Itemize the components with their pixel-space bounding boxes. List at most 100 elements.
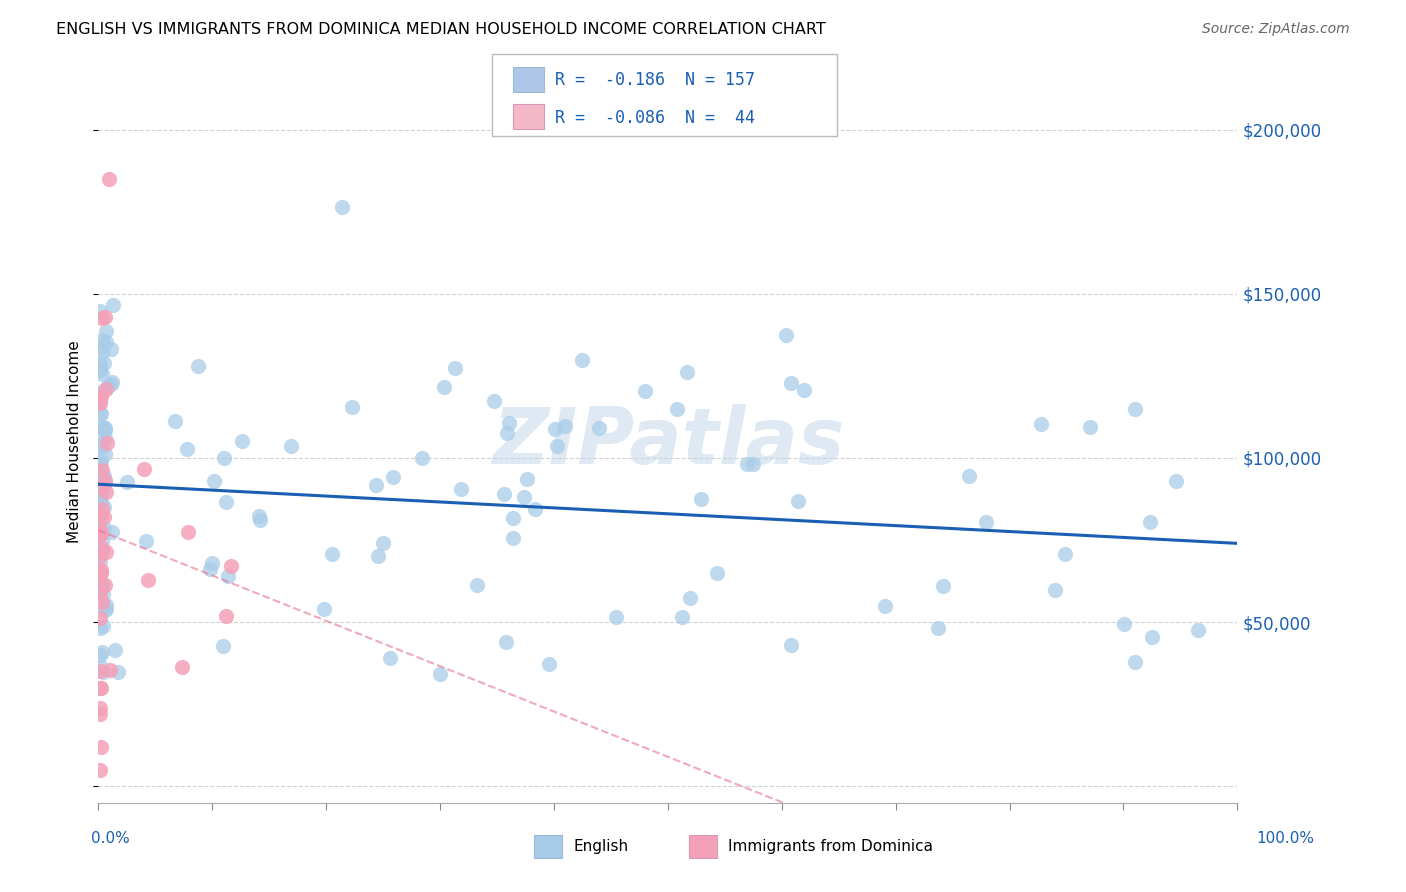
Point — [89, 483, 111, 497]
Point — [90, 526, 112, 541]
Point — [89, 555, 111, 569]
Point — [450, 482, 472, 496]
Point — [249, 513, 271, 527]
Point — [89, 394, 111, 409]
Point — [502, 511, 524, 525]
Point — [571, 352, 593, 367]
Point — [90, 495, 112, 509]
Point — [89, 474, 111, 488]
Point — [1140, 630, 1163, 644]
Point — [367, 549, 389, 563]
Point — [1139, 516, 1161, 530]
Point — [89, 304, 111, 318]
Point — [1112, 617, 1135, 632]
Point — [89, 489, 111, 503]
Point — [89, 524, 111, 538]
Point — [537, 657, 560, 672]
Point — [101, 524, 124, 539]
Point — [665, 402, 688, 417]
Point — [136, 573, 159, 587]
Point — [429, 666, 451, 681]
Point — [100, 663, 122, 677]
Point — [89, 584, 111, 599]
Point — [107, 665, 129, 679]
Point — [90, 681, 112, 696]
Point — [93, 447, 115, 461]
Point — [89, 523, 111, 537]
Point — [187, 359, 209, 374]
Point — [91, 587, 114, 601]
Point — [89, 488, 111, 502]
Point — [101, 375, 124, 389]
Point — [690, 492, 713, 507]
Point — [875, 599, 897, 613]
Point — [554, 418, 576, 433]
Point — [91, 533, 114, 548]
Point — [91, 619, 114, 633]
Text: R =  -0.086  N =  44: R = -0.086 N = 44 — [555, 109, 755, 127]
Point — [321, 547, 343, 561]
Point — [89, 357, 111, 371]
Text: Source: ZipAtlas.com: Source: ZipAtlas.com — [1202, 22, 1350, 37]
Point — [94, 310, 117, 325]
Point — [498, 417, 520, 431]
Point — [1123, 401, 1146, 416]
Point — [172, 660, 194, 674]
Point — [100, 343, 122, 357]
Point — [94, 602, 117, 616]
Point — [90, 480, 112, 494]
Point — [93, 477, 115, 491]
Point — [96, 545, 118, 559]
Point — [96, 436, 118, 450]
Text: 0.0%: 0.0% — [91, 831, 131, 846]
Point — [94, 382, 117, 396]
Point — [90, 311, 112, 326]
Point — [89, 387, 111, 401]
Point — [382, 470, 405, 484]
Point — [94, 421, 117, 435]
Point — [94, 599, 117, 613]
Point — [793, 383, 815, 397]
Point — [90, 660, 112, 674]
Point — [1031, 417, 1053, 432]
Point — [676, 365, 699, 379]
Point — [103, 297, 125, 311]
Point — [90, 483, 112, 498]
Point — [198, 562, 221, 576]
Point — [202, 474, 225, 488]
Point — [779, 376, 801, 390]
Point — [100, 377, 122, 392]
Point — [89, 541, 111, 556]
Point — [93, 356, 115, 370]
Point — [90, 578, 112, 592]
Point — [433, 380, 456, 394]
Point — [1123, 655, 1146, 669]
Point — [340, 400, 363, 414]
Point — [91, 665, 114, 679]
Point — [605, 609, 627, 624]
Point — [91, 345, 114, 359]
Point — [132, 462, 155, 476]
Point — [974, 516, 997, 530]
Point — [90, 644, 112, 658]
Point — [89, 523, 111, 537]
Point — [231, 434, 253, 449]
Point — [93, 423, 115, 437]
Point — [89, 580, 111, 594]
Point — [96, 334, 118, 349]
Point — [135, 533, 157, 548]
Point — [775, 327, 797, 342]
Point — [89, 456, 111, 470]
Point — [89, 484, 111, 499]
Point — [513, 490, 536, 504]
Point — [787, 494, 810, 508]
Point — [364, 478, 387, 492]
Point — [89, 362, 111, 376]
Point — [89, 707, 111, 722]
Point — [93, 474, 115, 488]
Point — [97, 379, 120, 393]
Point — [741, 457, 763, 471]
Point — [91, 580, 114, 594]
Point — [89, 526, 111, 541]
Point — [671, 610, 693, 624]
